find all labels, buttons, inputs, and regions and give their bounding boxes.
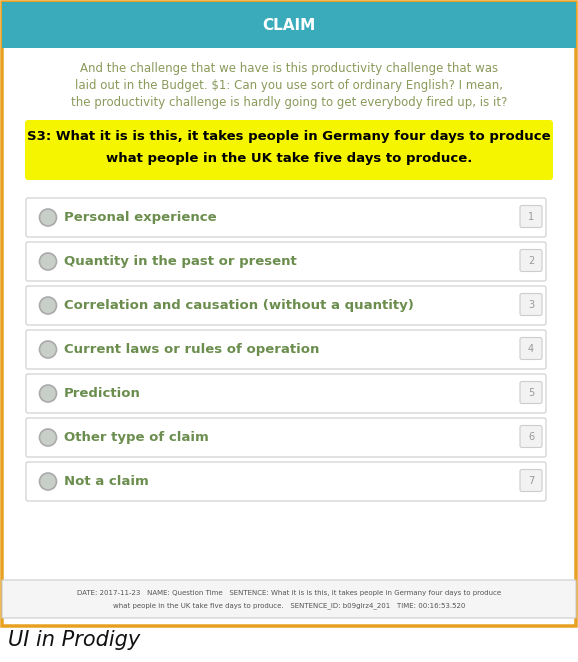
Text: Current laws or rules of operation: Current laws or rules of operation: [64, 343, 320, 356]
Text: what people in the UK take five days to produce.: what people in the UK take five days to …: [106, 152, 472, 165]
FancyBboxPatch shape: [520, 250, 542, 271]
Circle shape: [39, 385, 57, 402]
Circle shape: [39, 253, 57, 270]
FancyBboxPatch shape: [2, 2, 576, 48]
FancyBboxPatch shape: [26, 418, 546, 457]
Text: laid out in the Budget. $1: Can you use sort of ordinary English? I mean,: laid out in the Budget. $1: Can you use …: [75, 79, 503, 92]
Text: 3: 3: [528, 301, 534, 310]
FancyBboxPatch shape: [26, 242, 546, 281]
FancyBboxPatch shape: [520, 426, 542, 448]
FancyBboxPatch shape: [2, 2, 576, 626]
Text: Not a claim: Not a claim: [64, 475, 149, 488]
Text: 2: 2: [528, 256, 534, 267]
Text: DATE: 2017-11-23   NAME: Question Time   SENTENCE: What it is is this, it takes : DATE: 2017-11-23 NAME: Question Time SEN…: [77, 590, 501, 596]
FancyBboxPatch shape: [26, 198, 546, 237]
Circle shape: [39, 297, 57, 314]
Text: 5: 5: [528, 389, 534, 399]
FancyBboxPatch shape: [520, 469, 542, 491]
Text: Correlation and causation (without a quantity): Correlation and causation (without a qua…: [64, 299, 414, 312]
FancyBboxPatch shape: [2, 580, 576, 618]
FancyBboxPatch shape: [520, 293, 542, 316]
Text: Prediction: Prediction: [64, 387, 141, 400]
FancyBboxPatch shape: [26, 330, 546, 369]
FancyBboxPatch shape: [26, 374, 546, 413]
Text: what people in the UK take five days to produce.   SENTENCE_ID: b09glrz4_201   T: what people in the UK take five days to …: [113, 602, 465, 609]
Text: 6: 6: [528, 432, 534, 442]
Circle shape: [39, 473, 57, 490]
Text: And the challenge that we have is this productivity challenge that was: And the challenge that we have is this p…: [80, 62, 498, 75]
FancyBboxPatch shape: [520, 381, 542, 404]
Text: Personal experience: Personal experience: [64, 211, 217, 224]
FancyBboxPatch shape: [520, 338, 542, 359]
Text: UI in Prodigy: UI in Prodigy: [8, 630, 140, 650]
Text: Other type of claim: Other type of claim: [64, 431, 209, 444]
Circle shape: [39, 341, 57, 358]
Text: 7: 7: [528, 477, 534, 487]
Text: 4: 4: [528, 344, 534, 354]
Text: the productivity challenge is hardly going to get everybody fired up, is it?: the productivity challenge is hardly goi…: [71, 96, 507, 109]
FancyBboxPatch shape: [520, 205, 542, 228]
Text: 1: 1: [528, 213, 534, 222]
Text: S3: What it is is this, it takes people in Germany four days to produce: S3: What it is is this, it takes people …: [27, 130, 551, 143]
FancyBboxPatch shape: [25, 120, 553, 180]
Text: CLAIM: CLAIM: [262, 17, 316, 32]
Circle shape: [39, 429, 57, 446]
Text: Quantity in the past or present: Quantity in the past or present: [64, 255, 297, 268]
Circle shape: [39, 209, 57, 226]
FancyBboxPatch shape: [26, 286, 546, 325]
FancyBboxPatch shape: [26, 462, 546, 501]
